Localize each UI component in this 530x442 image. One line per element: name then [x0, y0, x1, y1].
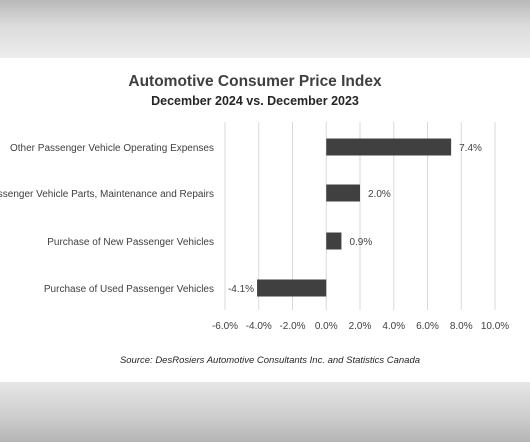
- x-tick-label: -4.0%: [246, 321, 272, 332]
- category-label: Other Passenger Vehicle Operating Expens…: [10, 143, 214, 154]
- x-tick-label: 0.0%: [315, 321, 338, 332]
- category-labels: Other Passenger Vehicle Operating Expens…: [0, 143, 214, 295]
- data-labels: 7.4% 2.0% 0.9% -4.1%: [228, 143, 482, 295]
- x-tick-label: 6.0%: [416, 321, 439, 332]
- source-note: Source: DesRosiers Automotive Consultant…: [120, 355, 420, 366]
- category-label: Passenger Vehicle Parts, Maintenance and…: [0, 189, 214, 200]
- background-bottom: [0, 382, 530, 442]
- chart-card: [0, 58, 530, 382]
- x-tick-label: 2.0%: [349, 321, 372, 332]
- chart-title: Automotive Consumer Price Index: [128, 73, 382, 90]
- chart-subtitle: December 2024 vs. December 2023: [151, 94, 359, 108]
- x-tick-label: 4.0%: [382, 321, 405, 332]
- bar: [326, 138, 452, 156]
- background-top: [0, 0, 530, 58]
- x-tick-label: 8.0%: [450, 321, 473, 332]
- bar: [257, 279, 327, 297]
- data-label: 7.4%: [459, 143, 482, 154]
- x-tick-label: 10.0%: [481, 321, 509, 332]
- data-label: 0.9%: [349, 237, 372, 248]
- bar: [326, 232, 342, 250]
- category-label: Purchase of New Passenger Vehicles: [47, 237, 214, 248]
- x-axis-tick-labels: -6.0% -4.0% -2.0% 0.0% 2.0% 4.0% 6.0% 8.0% 10.0%: [212, 321, 509, 332]
- gridlines: [224, 122, 496, 310]
- data-label: 2.0%: [368, 189, 391, 200]
- category-label: Purchase of Used Passenger Vehicles: [44, 284, 214, 295]
- bars: [257, 138, 452, 297]
- bar: [326, 184, 360, 202]
- x-tick-label: -2.0%: [279, 321, 305, 332]
- data-label: -4.1%: [228, 284, 254, 295]
- x-tick-label: -6.0%: [212, 321, 238, 332]
